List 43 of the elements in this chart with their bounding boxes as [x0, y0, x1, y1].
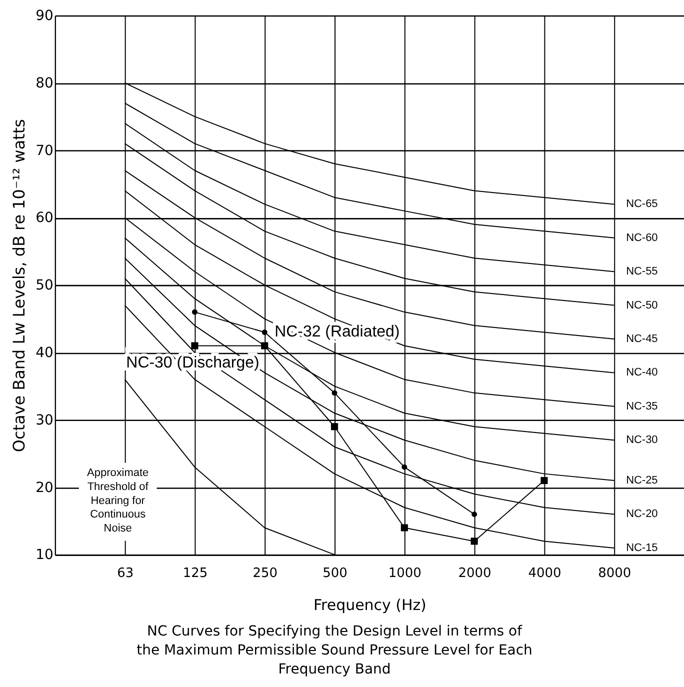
series-label: NC-60 — [626, 232, 658, 244]
text: NC Curves for Specifying the Design Level in terms of the Maximum Permissible Sound Pressure Level for Each Frequency Band — [136, 624, 532, 678]
point — [540, 477, 548, 484]
x-tick-label: 2000 — [458, 566, 492, 582]
series-label: NC-40 — [626, 366, 658, 379]
point — [261, 342, 268, 350]
point — [472, 512, 478, 517]
x-tick-label: 1000 — [388, 566, 422, 582]
y-tick-label: 50 — [36, 278, 54, 294]
x-tick-label: 63 — [117, 566, 134, 582]
point — [402, 464, 408, 470]
series-label: NC-20 — [626, 508, 658, 520]
y-tick-label: 20 — [36, 480, 54, 496]
y-tick-label: 80 — [36, 75, 54, 92]
point — [400, 524, 408, 532]
x-tick-label: 125 — [182, 566, 208, 582]
series-label: NC-55 — [626, 266, 658, 278]
point — [192, 309, 198, 315]
x-tick-label: 8000 — [598, 566, 632, 582]
annotation: Approximate Threshold of Hearing for Continuous Noise — [87, 466, 150, 535]
x-axis-title: Frequency (Hz) — [314, 596, 426, 614]
series-label: NC-35 — [626, 400, 658, 412]
series-label: NC-50 — [626, 299, 658, 312]
series-label: NC-25 — [626, 474, 658, 487]
point — [330, 423, 338, 430]
x-tick-label: 4000 — [528, 566, 562, 582]
y-tick-label: 40 — [36, 344, 54, 361]
x-tick-label: 250 — [252, 566, 278, 582]
point — [332, 390, 338, 396]
series-label: NC-30 — [626, 434, 658, 446]
y-tick-label: 70 — [36, 142, 54, 159]
y-tick-label: 30 — [36, 412, 54, 428]
point — [470, 538, 478, 545]
y-tick-label: 60 — [36, 210, 54, 226]
y-tick-label: 10 — [36, 547, 54, 564]
series-label: NC-65 — [626, 198, 658, 210]
y-tick-label: 90 — [36, 8, 54, 24]
series-label: NC-45 — [626, 333, 658, 345]
y-axis-title: Octave Band Lw Levels, dB re 10⁻¹² watts — [10, 119, 29, 452]
point — [262, 330, 268, 335]
point — [191, 342, 198, 350]
series-label: NC-15 — [626, 542, 658, 554]
x-tick-label: 500 — [322, 566, 348, 582]
